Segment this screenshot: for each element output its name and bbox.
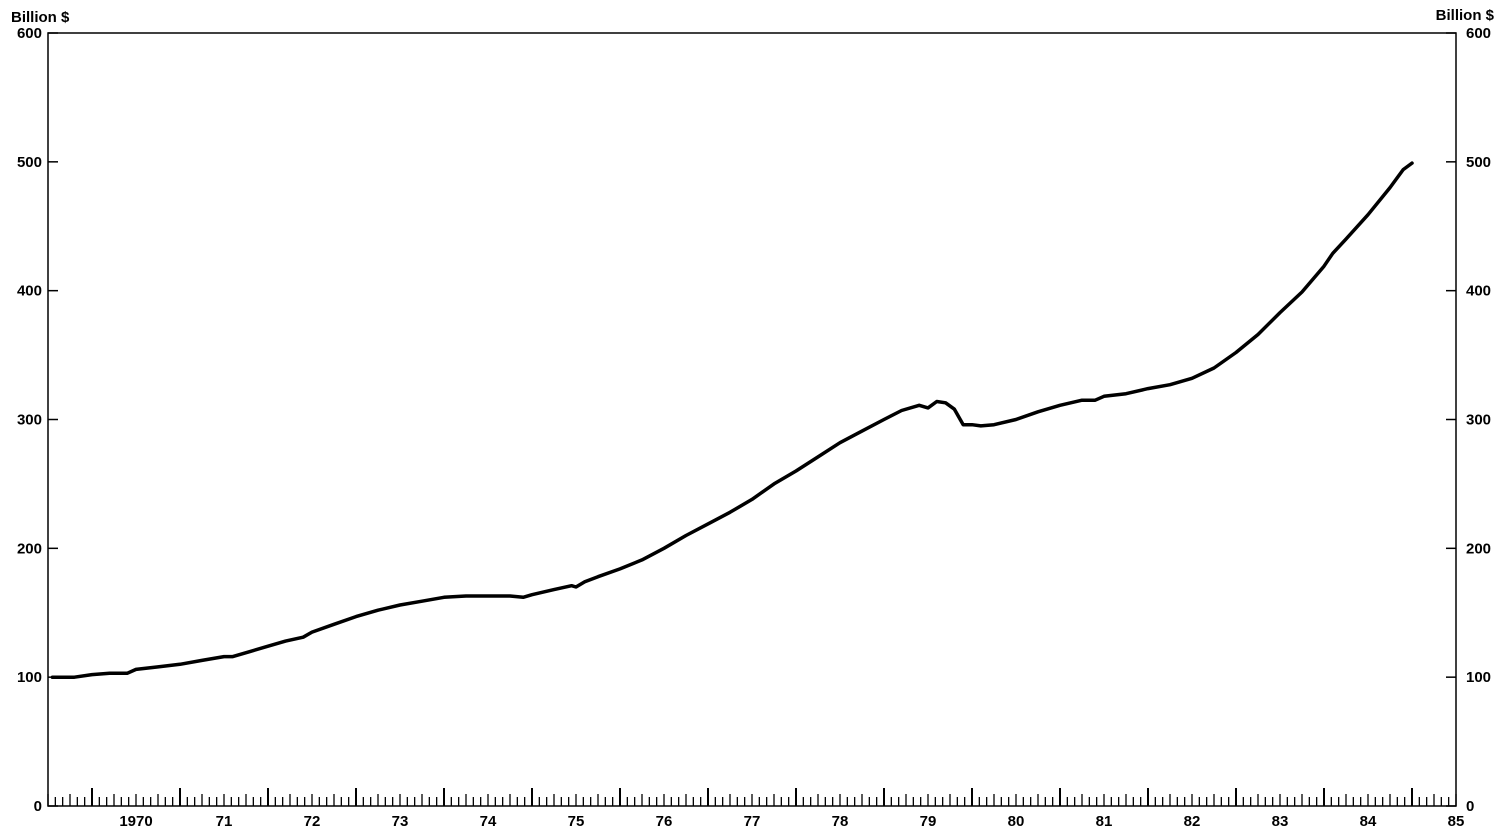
y-tick-label-left: 400 <box>17 283 42 300</box>
y-tick-label-right: 100 <box>1466 669 1491 686</box>
y-axis-title-left: Billion $ <box>11 9 70 26</box>
y-tick-label-left: 300 <box>17 412 42 429</box>
x-tick-label: 82 <box>1184 813 1201 829</box>
x-tick-label: 79 <box>920 813 937 829</box>
y-tick-label-right: 0 <box>1466 798 1474 815</box>
x-axis-ticks: 1970 71 72 73 74 75 76 77 78 79 80 81 82 83 84 85 <box>47 788 1465 829</box>
y-axis-title-right: Billion $ <box>1436 7 1495 24</box>
x-tick-label: 1970 <box>119 813 152 829</box>
y-tick-label-right: 600 <box>1466 25 1491 42</box>
y-tick-label-left: 100 <box>17 669 42 686</box>
x-tick-label: 73 <box>392 813 409 829</box>
x-tick-label: 71 <box>216 813 233 829</box>
x-tick-label: 76 <box>656 813 673 829</box>
x-tick-label: 80 <box>1008 813 1025 829</box>
y-tick-label-right: 300 <box>1466 412 1491 429</box>
x-tick-label: 81 <box>1096 813 1113 829</box>
series-group <box>50 161 1414 679</box>
x-tick-label: 74 <box>480 813 497 829</box>
y-tick-label-right: 400 <box>1466 283 1491 300</box>
plot-frame <box>47 32 1457 807</box>
plot-border <box>47 32 1457 807</box>
x-tick-label: 85 <box>1448 813 1465 829</box>
y-axis-ticks: 0 0 100 100 200 200 300 300 400 400 500 500 600 600 <box>17 25 1491 815</box>
y-tick-label-left: 200 <box>17 540 42 557</box>
series-line <box>50 161 1414 679</box>
y-tick-label-right: 200 <box>1466 540 1491 557</box>
x-tick-label: 78 <box>832 813 849 829</box>
x-tick-label: 75 <box>568 813 585 829</box>
y-tick-label-left: 600 <box>17 25 42 42</box>
x-tick-label: 77 <box>744 813 761 829</box>
y-tick-label-right: 500 <box>1466 154 1491 171</box>
y-tick-label-left: 500 <box>17 154 42 171</box>
x-tick-label: 72 <box>304 813 321 829</box>
y-tick-label-left: 0 <box>34 798 42 815</box>
x-tick-label: 83 <box>1272 813 1289 829</box>
x-tick-label: 84 <box>1360 813 1377 829</box>
